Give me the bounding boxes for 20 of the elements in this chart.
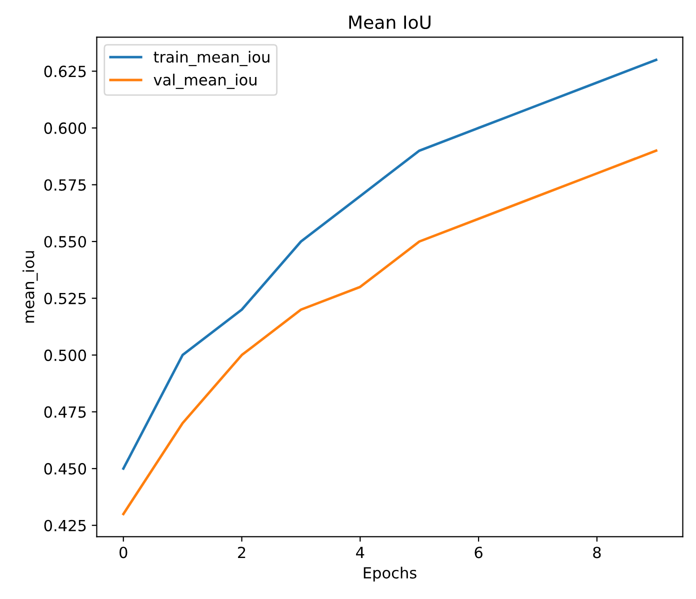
x-tick-label: 4 — [356, 546, 364, 558]
legend-label: train_mean_iou — [154, 50, 270, 66]
x-tick-label: 2 — [238, 546, 246, 558]
chart-title: Mean IoU — [349, 16, 430, 30]
y-tick-label: 0.625 — [44, 66, 86, 78]
y-tick-label: 0.600 — [44, 122, 86, 134]
x-tick-label: 6 — [474, 546, 482, 558]
x-tick-label: 8 — [593, 546, 601, 558]
y-tick-label: 0.525 — [44, 292, 86, 304]
y-tick-label: 0.425 — [44, 520, 86, 532]
y-tick-label: 0.475 — [44, 406, 86, 418]
y-tick-label: 0.450 — [44, 463, 86, 475]
y-tick-label: 0.550 — [44, 236, 86, 248]
x-tick-label: 0 — [120, 546, 128, 558]
legend-label: val_mean_iou — [154, 74, 256, 89]
x-axis-title: Epochs — [364, 566, 416, 582]
y-tick-label: 0.575 — [44, 179, 86, 191]
line-series — [122, 149, 658, 516]
y-tick-label: 0.500 — [44, 350, 86, 362]
y-axis-title: mean_iou — [22, 251, 38, 323]
